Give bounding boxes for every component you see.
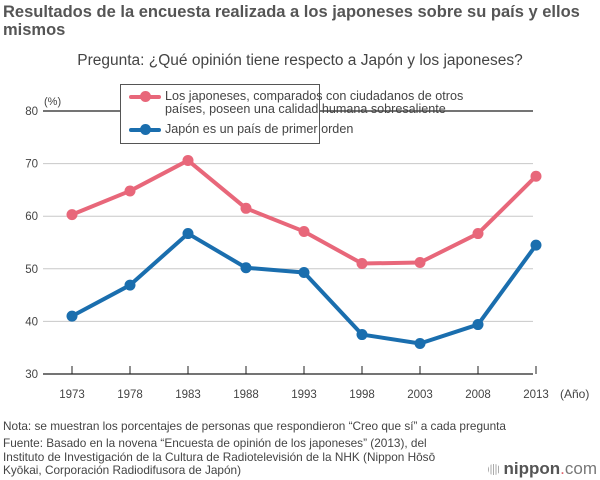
- x-tick-label: 1993: [291, 389, 317, 401]
- data-point: [530, 170, 542, 182]
- source-text: Fuente: Basado en la novena “Encuesta de…: [3, 436, 443, 478]
- x-tick-label: 1973: [59, 389, 85, 401]
- x-tick-label: 1983: [175, 389, 201, 401]
- legend: Los japoneses, comparados con ciudadanos…: [120, 84, 463, 144]
- legend-label: Japón es un país de primer orden: [165, 122, 354, 136]
- y-tick-label: 60: [25, 211, 38, 223]
- y-tick-label: 70: [25, 159, 38, 171]
- source-line: Kyōkai, Corporación Radiodifusora de Jap…: [3, 463, 242, 477]
- x-axis-unit-label: (Año): [560, 387, 589, 401]
- x-axis: 1973 1978 1983 1988 1993 1998 2003 2008 2013: [43, 366, 549, 401]
- series-line: [70, 231, 538, 346]
- nippon-logo: nippon.com: [488, 459, 597, 479]
- data-point: [182, 228, 194, 240]
- legend-label-line1: Los japoneses, comparados con ciudadanos…: [165, 89, 464, 103]
- data-point: [124, 279, 136, 291]
- x-tick-label: 1998: [349, 389, 375, 401]
- legend-swatch-pink: [129, 90, 161, 102]
- data-point: [530, 239, 542, 251]
- series-primer-orden: [66, 228, 542, 349]
- data-point: [356, 329, 368, 341]
- x-tick-label: 2013: [523, 389, 549, 401]
- chart-title: Resultados de la encuesta realizada a lo…: [3, 3, 580, 39]
- chart-question: Pregunta: ¿Qué opinión tiene respecto a …: [77, 52, 523, 69]
- source-line: Instituto de Investigación de la Cultura…: [3, 449, 436, 464]
- y-tick-label: 30: [25, 369, 38, 381]
- x-tick-label: 2003: [407, 389, 433, 401]
- logo-mark-icon: [488, 464, 501, 475]
- data-point: [298, 225, 310, 237]
- data-point: [356, 258, 368, 270]
- x-tick-label: 1978: [117, 389, 143, 401]
- data-point: [182, 154, 194, 166]
- data-point: [298, 266, 310, 278]
- y-axis-unit-label: (%): [44, 96, 61, 108]
- x-tick-label: 2008: [465, 389, 491, 401]
- legend-item-primer-orden: Japón es un país de primer orden: [121, 123, 353, 136]
- data-point: [472, 228, 484, 240]
- source-line: Fuente: Basado en la novena “Encuesta de…: [3, 436, 427, 450]
- data-point: [414, 256, 426, 268]
- data-point: [124, 185, 136, 197]
- x-tick-label: 1988: [233, 389, 259, 401]
- data-point: [66, 310, 78, 322]
- series-calidad-humana: [66, 154, 542, 270]
- legend-label-line2: países, poseen una calidad humana sobres…: [165, 102, 446, 116]
- data-point: [240, 262, 252, 274]
- series-group: [66, 154, 542, 349]
- y-tick-label: 40: [25, 316, 38, 328]
- y-tick-label: 50: [25, 264, 38, 276]
- footnote: Nota: se muestran los porcentajes de per…: [3, 419, 506, 433]
- line-chart: 30 40 50 60 70 80 1973 1978 1983 1988 1993 1998 200…: [25, 96, 589, 401]
- data-point: [66, 209, 78, 221]
- y-tick-label: 80: [25, 106, 38, 118]
- data-point: [472, 319, 484, 331]
- y-axis-ticks: 30 40 50 60 70 80: [25, 106, 38, 381]
- legend-swatch-blue: [129, 123, 161, 135]
- data-point: [240, 202, 252, 214]
- series-line: [70, 158, 538, 266]
- data-point: [414, 337, 426, 349]
- legend-item-humana: Los japoneses, comparados con ciudadanos…: [121, 90, 463, 116]
